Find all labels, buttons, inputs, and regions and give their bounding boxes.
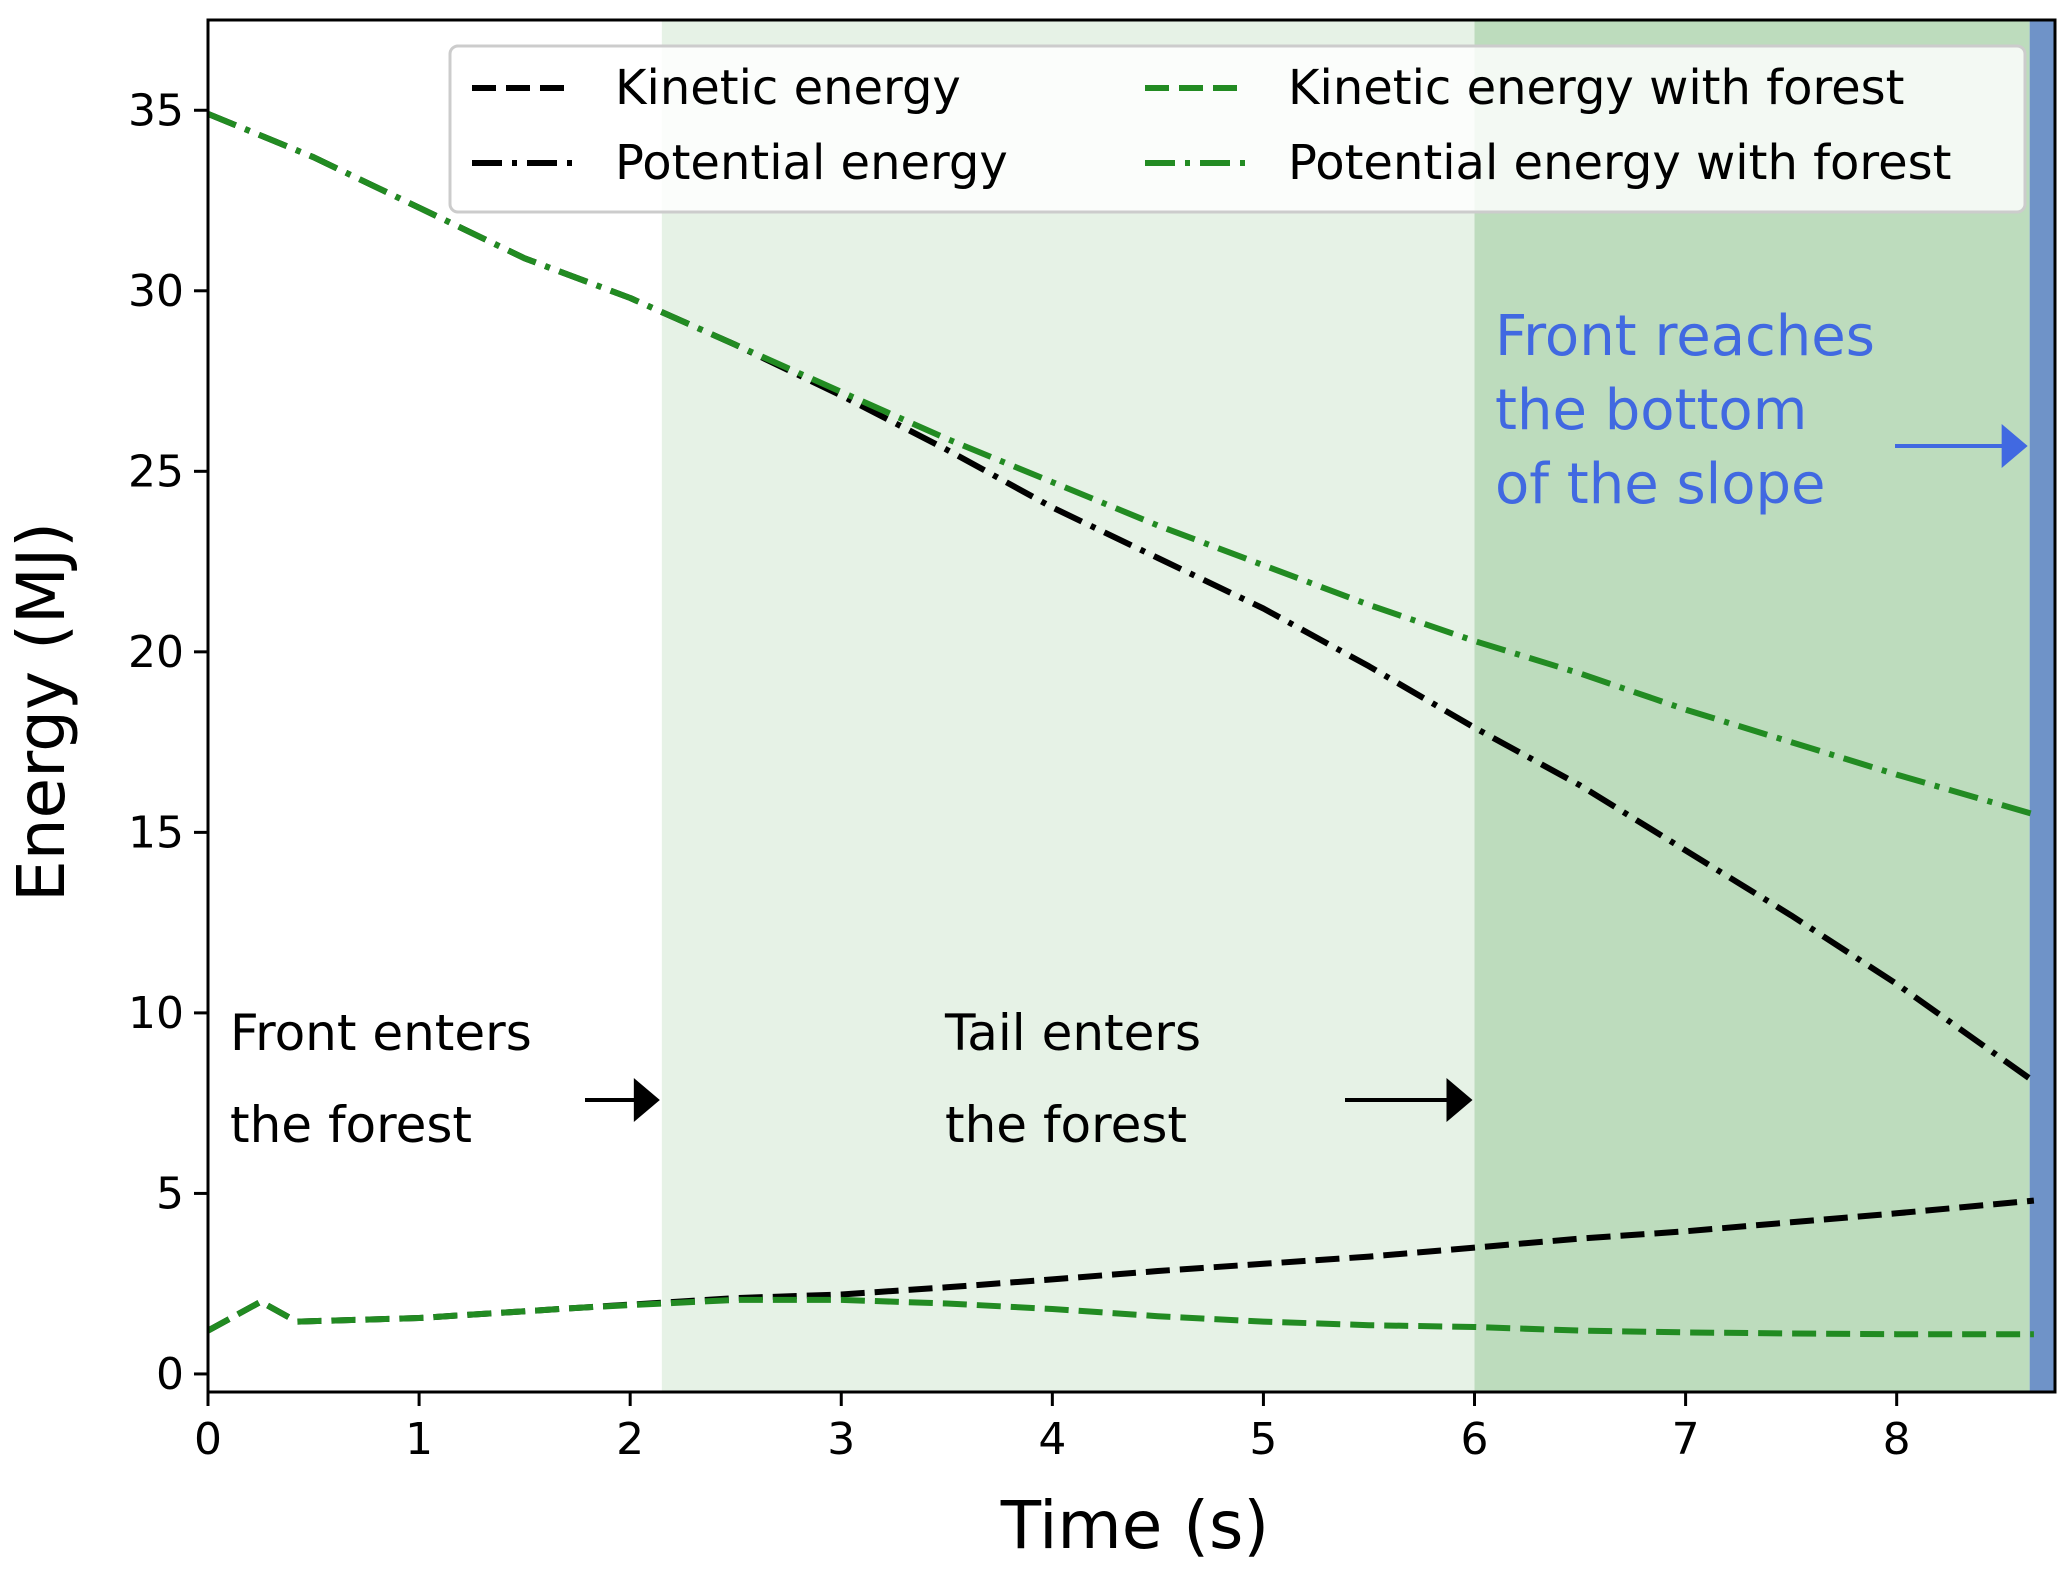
legend-label: Kinetic energy with forest xyxy=(1288,60,1904,116)
y-axis-label: Energy (MJ) xyxy=(3,522,80,902)
y-tick-label: 10 xyxy=(128,988,184,1039)
x-tick-label: 5 xyxy=(1249,1414,1277,1465)
annotation-tail-enters-line: Tail enters xyxy=(944,1004,1201,1062)
series-line-4 xyxy=(206,111,2035,818)
annotation-front-reaches-bottom-arrow-head xyxy=(2001,424,2028,468)
forest-regions xyxy=(661,20,2055,1392)
legend-label: Potential energy with forest xyxy=(1288,135,1951,191)
annotations: Front enters the forest Tail enters the for… xyxy=(230,304,2028,1154)
x-tick-label: 8 xyxy=(1883,1414,1911,1465)
x-tick-label: 2 xyxy=(616,1414,644,1465)
x-tick-label: 4 xyxy=(1038,1414,1066,1465)
region-front-at-bottom xyxy=(2029,20,2055,1392)
annotation-tail-enters-arrow-head xyxy=(1446,1078,1473,1122)
x-axis-label: Time (s) xyxy=(1000,1487,1269,1564)
plot-frame xyxy=(206,18,2057,1394)
x-tick-label: 6 xyxy=(1461,1414,1489,1465)
annotation-front-reaches-bottom-line: of the slope xyxy=(1495,452,1825,517)
legend: Kinetic energy Potential energy Kinetic en… xyxy=(448,44,2027,214)
y-axis-ticks: 0 5 10 15 20 25 30 35 xyxy=(128,85,208,1400)
series-line-3 xyxy=(206,1296,2034,1338)
region-tail-in-forest xyxy=(1474,20,2030,1392)
y-tick-label: 0 xyxy=(156,1349,184,1400)
y-tick-label: 5 xyxy=(156,1168,184,1219)
legend-label: Potential energy xyxy=(615,135,1008,191)
annotation-front-reaches-bottom-line: Front reaches xyxy=(1495,304,1875,369)
series-line-1 xyxy=(206,1197,2035,1334)
y-tick-label: 20 xyxy=(128,627,184,678)
y-tick-label: 30 xyxy=(128,266,184,317)
legend-box xyxy=(448,44,2027,214)
annotation-tail-enters-line: the forest xyxy=(945,1096,1187,1154)
x-tick-label: 7 xyxy=(1672,1414,1700,1465)
annotation-front-reaches-bottom-line: the bottom xyxy=(1495,378,1807,443)
x-axis-ticks: 0 1 2 3 4 5 6 7 8 xyxy=(194,1392,1911,1465)
series-lines xyxy=(206,111,2036,1338)
annotation-front-enters-line: the forest xyxy=(230,1096,472,1154)
y-tick-label: 35 xyxy=(128,85,184,136)
region-front-in-forest xyxy=(661,20,1475,1392)
x-tick-label: 3 xyxy=(827,1414,855,1465)
legend-label: Kinetic energy xyxy=(615,60,961,116)
annotation-front-enters-line: Front enters xyxy=(230,1004,532,1062)
x-tick-label: 0 xyxy=(194,1414,222,1465)
y-tick-label: 25 xyxy=(128,446,184,497)
x-tick-label: 1 xyxy=(405,1414,433,1465)
annotation-front-enters-arrow-head xyxy=(633,1078,660,1122)
y-tick-label: 15 xyxy=(128,807,184,858)
